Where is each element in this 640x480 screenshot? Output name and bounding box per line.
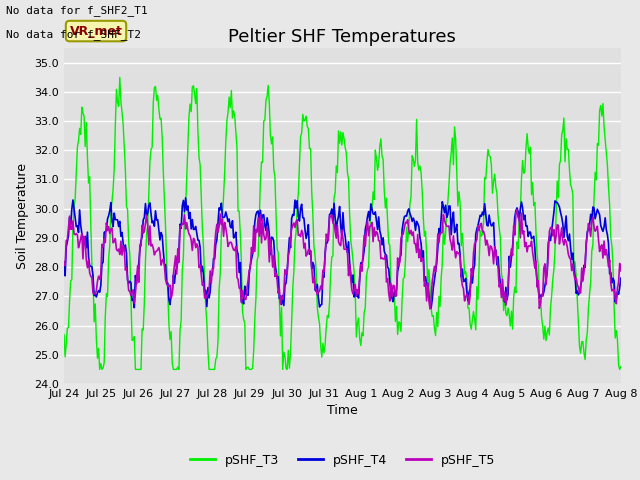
pSHF_T4: [617, 276, 625, 281]
pSHF_T3: [606, 202, 614, 208]
pSHF_T3: [327, 270, 335, 276]
pSHF_T5: [362, 243, 369, 249]
pSHF_T3: [60, 332, 68, 337]
Line: pSHF_T4: pSHF_T4: [64, 198, 621, 308]
Line: pSHF_T5: pSHF_T5: [64, 210, 621, 309]
pSHF_T3: [116, 74, 124, 80]
Title: Peltier SHF Temperatures: Peltier SHF Temperatures: [228, 28, 456, 47]
pSHF_T4: [60, 259, 68, 265]
pSHF_T5: [392, 293, 399, 299]
pSHF_T4: [428, 305, 435, 311]
X-axis label: Time: Time: [327, 405, 358, 418]
pSHF_T3: [364, 267, 371, 273]
pSHF_T5: [617, 268, 625, 274]
pSHF_T4: [326, 212, 333, 217]
pSHF_T4: [362, 221, 370, 227]
pSHF_T5: [328, 212, 335, 218]
pSHF_T3: [617, 364, 625, 370]
pSHF_T5: [513, 207, 521, 213]
Text: VR_met: VR_met: [70, 24, 122, 37]
pSHF_T4: [182, 195, 189, 201]
pSHF_T4: [606, 271, 614, 277]
pSHF_T3: [330, 195, 338, 201]
pSHF_T4: [393, 287, 401, 292]
pSHF_T5: [324, 238, 332, 243]
pSHF_T3: [394, 332, 401, 337]
Text: No data for f_SHF_T2: No data for f_SHF_T2: [6, 29, 141, 40]
pSHF_T3: [519, 157, 527, 163]
Legend: pSHF_T3, pSHF_T4, pSHF_T5: pSHF_T3, pSHF_T4, pSHF_T5: [185, 449, 500, 472]
Line: pSHF_T3: pSHF_T3: [64, 77, 621, 370]
pSHF_T5: [426, 306, 434, 312]
Y-axis label: Soil Temperature: Soil Temperature: [16, 163, 29, 269]
pSHF_T4: [329, 219, 337, 225]
pSHF_T4: [519, 205, 527, 211]
Text: No data for f_SHF2_T1: No data for f_SHF2_T1: [6, 5, 148, 16]
pSHF_T5: [606, 257, 614, 263]
pSHF_T5: [519, 231, 527, 237]
pSHF_T3: [96, 367, 104, 372]
pSHF_T5: [60, 260, 68, 265]
